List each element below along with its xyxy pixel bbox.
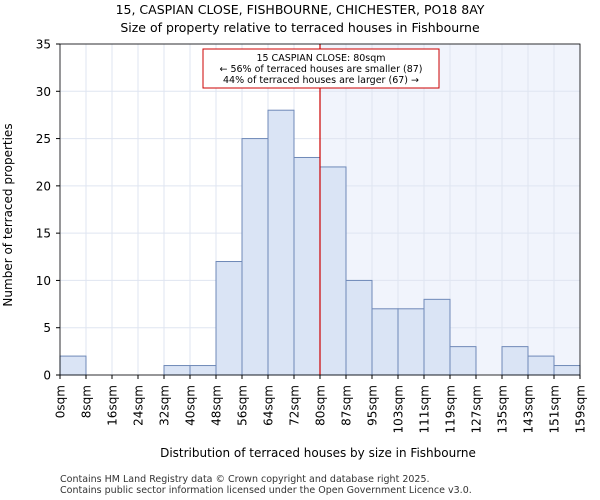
bar-32sqm xyxy=(163,365,191,376)
y-tick-label: 35 xyxy=(36,38,51,52)
annotation-box xyxy=(202,48,440,89)
annotation-line-1: 15 CASPIAN CLOSE: 80sqm xyxy=(256,53,385,64)
bar-95sqm xyxy=(371,308,399,376)
annotation-line-3: 44% of terraced houses are larger (67) → xyxy=(223,75,419,86)
x-tick-label: 40sqm xyxy=(184,385,198,426)
x-tick-label: 32sqm xyxy=(158,385,172,426)
bar-64sqm xyxy=(267,109,295,376)
bars xyxy=(59,109,581,376)
x-tick-label: 111sqm xyxy=(418,385,432,433)
footer-line-1: Contains HM Land Registry data © Crown c… xyxy=(60,474,430,485)
x-tick-label: 95sqm xyxy=(366,385,380,426)
x-axis-ticks: 0sqm 8sqm 16sqm 24sqm 32sqm 40sqm 48sqm 56sqm 64… xyxy=(54,375,588,433)
x-tick-label: 16sqm xyxy=(106,385,120,426)
x-axis-label: Distribution of terraced houses by size … xyxy=(160,446,476,460)
bar-103sqm xyxy=(397,308,425,376)
bar-72sqm xyxy=(293,156,321,376)
chart-subtitle: Size of property relative to terraced ho… xyxy=(120,20,480,35)
annotation: 15 CASPIAN CLOSE: 80sqm ← 56% of terrace… xyxy=(202,48,440,89)
bar-80sqm xyxy=(319,166,347,376)
x-tick-label: 64sqm xyxy=(262,385,276,426)
y-tick-label: 5 xyxy=(43,321,51,335)
y-tick-label: 0 xyxy=(43,369,51,383)
x-tick-label: 24sqm xyxy=(132,385,146,426)
bar-0sqm xyxy=(59,355,87,376)
y-tick-label: 20 xyxy=(36,179,51,193)
bar-119sqm xyxy=(449,346,477,376)
x-tick-label: 127sqm xyxy=(470,385,484,433)
x-tick-label: 159sqm xyxy=(574,385,588,433)
y-tick-label: 25 xyxy=(36,132,51,146)
bar-135sqm xyxy=(501,346,529,376)
footer-line-2: Contains public sector information licen… xyxy=(60,485,472,496)
x-tick-label: 48sqm xyxy=(210,385,224,426)
bar-48sqm xyxy=(215,261,243,376)
x-tick-label: 87sqm xyxy=(340,385,354,426)
bar-56sqm xyxy=(241,138,269,376)
x-tick-label: 143sqm xyxy=(522,385,536,433)
bar-40sqm xyxy=(189,365,217,376)
x-tick-label: 119sqm xyxy=(444,385,458,433)
x-tick-label: 151sqm xyxy=(548,385,562,433)
y-tick-label: 15 xyxy=(36,227,51,241)
x-tick-label: 56sqm xyxy=(236,385,250,426)
bar-143sqm xyxy=(527,355,555,376)
bar-111sqm xyxy=(423,298,451,376)
x-tick-label: 0sqm xyxy=(54,385,68,418)
x-tick-label: 135sqm xyxy=(496,385,510,433)
y-axis-ticks: 0 5 10 15 20 25 30 35 xyxy=(36,38,60,383)
annotation-line-2: ← 56% of terraced houses are smaller (87… xyxy=(219,64,422,75)
bar-151sqm xyxy=(553,365,581,376)
x-tick-label: 8sqm xyxy=(80,385,94,418)
x-tick-label: 103sqm xyxy=(392,385,406,433)
chart-title: 15, CASPIAN CLOSE, FISHBOURNE, CHICHESTE… xyxy=(116,2,485,17)
bar-87sqm xyxy=(345,279,373,376)
x-tick-label: 80sqm xyxy=(314,385,328,426)
x-tick-label: 72sqm xyxy=(288,385,302,426)
y-axis-label: Number of terraced properties xyxy=(1,123,15,306)
y-tick-label: 10 xyxy=(36,274,51,288)
y-tick-label: 30 xyxy=(36,85,51,99)
